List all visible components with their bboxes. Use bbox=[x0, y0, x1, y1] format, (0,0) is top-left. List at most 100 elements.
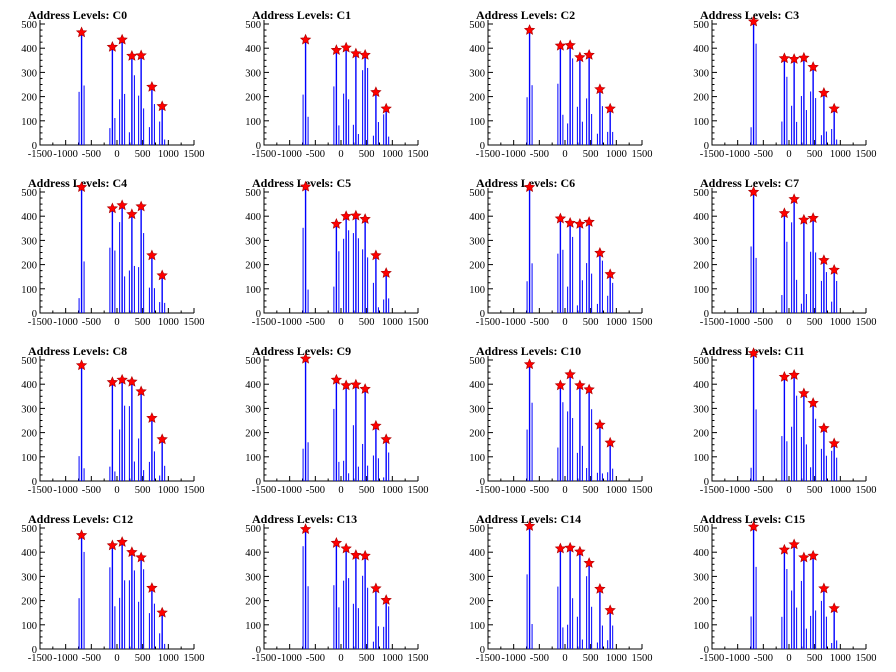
chart-title: Address Levels: C13 bbox=[252, 512, 357, 526]
axis-line bbox=[487, 20, 642, 146]
peak-marker bbox=[75, 359, 88, 371]
chart-title: Address Levels: C9 bbox=[252, 344, 351, 358]
peak-marker bbox=[574, 379, 586, 391]
y-tick-label: 0 bbox=[32, 141, 37, 152]
y-tick-label: 500 bbox=[693, 524, 709, 535]
x-tick-label: -1500 bbox=[476, 653, 501, 664]
peak-marker bbox=[116, 33, 128, 45]
x-tick-label: -500 bbox=[530, 317, 549, 328]
y-tick-label: 300 bbox=[21, 572, 37, 583]
axis-line bbox=[39, 524, 194, 650]
y-tick-label: 400 bbox=[21, 44, 37, 55]
y-tick-label: 500 bbox=[21, 20, 37, 31]
y-tick-label: 400 bbox=[21, 212, 37, 223]
x-tick-label: -1000 bbox=[277, 317, 302, 328]
chart-panel: Address Levels: C2 0 100 200 300 400 500 -1500-… bbox=[448, 0, 672, 168]
peak-marker bbox=[523, 181, 536, 192]
peak-marker bbox=[604, 268, 616, 280]
x-tick-label: 1000 bbox=[830, 485, 851, 496]
x-tick-label: -1500 bbox=[476, 317, 501, 328]
y-tick-label: 400 bbox=[245, 212, 261, 223]
y-tick-label: 100 bbox=[21, 621, 37, 632]
x-tick-label: 1500 bbox=[632, 149, 653, 160]
x-tick-label: -1000 bbox=[501, 317, 526, 328]
peak-marker bbox=[523, 358, 536, 370]
x-tick-label: 0 bbox=[786, 317, 791, 328]
x-tick-label: 500 bbox=[135, 149, 151, 160]
y-tick-label: 200 bbox=[21, 261, 37, 272]
x-tick-label: 0 bbox=[114, 485, 119, 496]
peak-marker bbox=[350, 209, 362, 221]
x-tick-label: 1000 bbox=[158, 653, 179, 664]
peak-marker bbox=[523, 24, 536, 35]
chart-svg: Address Levels: C70100200300400500-1500-… bbox=[693, 176, 876, 328]
peak-marker bbox=[574, 217, 586, 229]
x-tick-label: -1000 bbox=[725, 485, 750, 496]
x-tick-label: -500 bbox=[82, 149, 101, 160]
y-tick-label: 400 bbox=[245, 548, 261, 559]
y-tick-label: 200 bbox=[693, 261, 709, 272]
peak-marker bbox=[798, 387, 810, 399]
x-tick-label: 1500 bbox=[184, 317, 205, 328]
x-tick-label: -1000 bbox=[53, 485, 78, 496]
peak-marker bbox=[370, 582, 382, 594]
axis-line bbox=[263, 20, 418, 146]
x-tick-label: 1500 bbox=[632, 317, 653, 328]
peak-marker bbox=[778, 52, 791, 64]
x-tick-label: 500 bbox=[359, 317, 375, 328]
y-tick-label: 0 bbox=[480, 141, 485, 152]
x-tick-label: 0 bbox=[114, 317, 119, 328]
y-tick-label: 300 bbox=[693, 404, 709, 415]
y-tick-label: 0 bbox=[704, 309, 709, 320]
x-tick-label: -1000 bbox=[277, 485, 302, 496]
y-tick-label: 100 bbox=[469, 285, 485, 296]
axis-line bbox=[487, 356, 642, 482]
chart-title: Address Levels: C6 bbox=[476, 176, 575, 190]
peak-marker bbox=[330, 217, 343, 229]
y-tick-label: 200 bbox=[469, 93, 485, 104]
x-tick-label: -500 bbox=[530, 149, 549, 160]
x-tick-label: 1500 bbox=[632, 485, 653, 496]
y-tick-label: 300 bbox=[693, 572, 709, 583]
peak-marker bbox=[126, 546, 138, 558]
y-tick-label: 400 bbox=[693, 548, 709, 559]
peak-marker bbox=[299, 33, 312, 45]
x-tick-label: 0 bbox=[786, 485, 791, 496]
x-tick-label: 0 bbox=[338, 317, 343, 328]
x-tick-label: -1000 bbox=[53, 653, 78, 664]
x-tick-label: -500 bbox=[754, 485, 773, 496]
peak-marker bbox=[116, 536, 128, 547]
y-tick-label: 100 bbox=[469, 621, 485, 632]
x-tick-label: -1000 bbox=[53, 149, 78, 160]
chart-panel: Address Levels: C8 0 100 200 300 400 500 -1500-… bbox=[0, 336, 224, 504]
chart-title: Address Levels: C4 bbox=[28, 176, 127, 190]
x-tick-label: -1500 bbox=[700, 653, 725, 664]
chart-svg: Address Levels: C14 0 100 200 300 400 500 -1500… bbox=[469, 512, 652, 664]
axis-line bbox=[487, 524, 642, 650]
peak-marker bbox=[798, 51, 810, 63]
y-tick-label: 0 bbox=[32, 309, 37, 320]
x-tick-label: 1500 bbox=[856, 149, 877, 160]
y-tick-label: 400 bbox=[469, 44, 485, 55]
peak-marker bbox=[106, 539, 119, 551]
peak-marker bbox=[564, 541, 576, 553]
y-tick-label: 500 bbox=[21, 524, 37, 535]
y-tick-label: 200 bbox=[693, 597, 709, 608]
peak-marker bbox=[828, 602, 840, 614]
x-tick-label: 1000 bbox=[830, 149, 851, 160]
x-tick-label: -500 bbox=[754, 149, 773, 160]
y-tick-label: 400 bbox=[21, 380, 37, 391]
x-tick-label: -1000 bbox=[725, 653, 750, 664]
y-tick-label: 500 bbox=[21, 356, 37, 367]
x-tick-label: -1000 bbox=[501, 149, 526, 160]
peak-marker bbox=[604, 102, 616, 114]
x-tick-label: 1500 bbox=[856, 653, 877, 664]
peak-marker bbox=[135, 49, 147, 61]
y-tick-label: 100 bbox=[245, 453, 261, 464]
chart-title: Address Levels: C8 bbox=[28, 344, 127, 358]
y-tick-label: 300 bbox=[21, 236, 37, 247]
y-tick-label: 300 bbox=[21, 68, 37, 79]
chart-panel: Address Levels: C14 0 100 200 300 400 500 -1500… bbox=[448, 504, 672, 672]
y-tick-label: 200 bbox=[245, 93, 261, 104]
peak-marker bbox=[594, 247, 606, 258]
